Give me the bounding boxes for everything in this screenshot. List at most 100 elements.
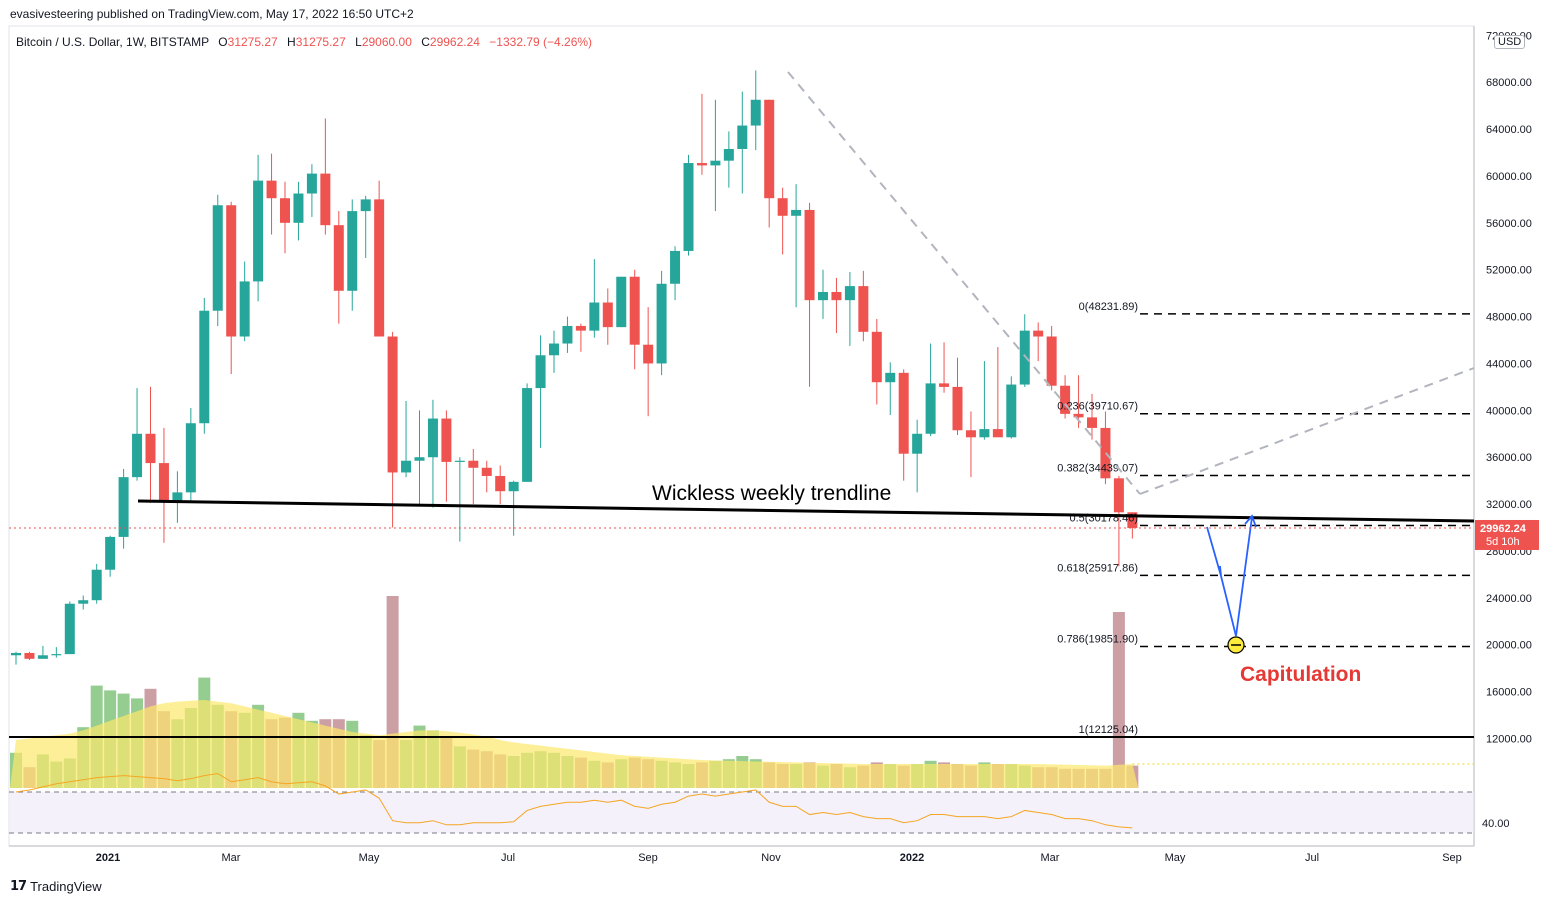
high-value: 31275.27 xyxy=(296,35,346,49)
candle-body xyxy=(871,331,882,383)
candle-body xyxy=(441,418,452,462)
x-tick-label: 2021 xyxy=(96,852,120,864)
candle-body xyxy=(91,569,102,601)
x-tick-label: Mar xyxy=(222,852,241,864)
x-tick-label: Nov xyxy=(761,852,781,864)
candle-body xyxy=(925,383,936,434)
candle-body xyxy=(1046,336,1057,386)
candle-body xyxy=(481,467,492,476)
candle-body xyxy=(199,310,210,424)
candle-body xyxy=(172,492,183,501)
fibonacci-levels: 0(48231.89) 0.236(39710.67) 0.382(34439.07… xyxy=(9,301,1474,739)
candle-body xyxy=(37,655,48,659)
candle-body xyxy=(764,99,775,199)
high-letter: H xyxy=(287,35,296,49)
candle-body xyxy=(602,302,613,328)
fib-level-label: 0.236(39710.67) xyxy=(1057,401,1138,413)
candle-body xyxy=(1060,385,1071,414)
candle-body xyxy=(266,180,277,199)
candle-body xyxy=(737,125,748,149)
rsi-path xyxy=(15,773,1133,829)
candle-body xyxy=(656,283,667,364)
candle-body xyxy=(145,433,156,464)
candle-body xyxy=(965,430,976,438)
candle-body xyxy=(522,388,533,482)
low-letter: L xyxy=(355,35,362,49)
candle-body xyxy=(132,433,143,478)
rsi-band xyxy=(9,792,1474,833)
candle-body xyxy=(885,372,896,383)
candle-body xyxy=(791,209,802,216)
candle-body xyxy=(427,418,438,458)
y-tick-label: 48000.00 xyxy=(1486,312,1532,324)
candle-body xyxy=(387,336,398,473)
candle-body xyxy=(78,600,89,604)
candle-body xyxy=(898,372,909,454)
x-tick-label: May xyxy=(1165,852,1186,864)
candle-body xyxy=(1019,330,1030,385)
candle-body xyxy=(11,652,21,656)
ascending-dashed-line xyxy=(1139,367,1475,495)
last-price-tag: 29962.24 5d 10h xyxy=(1475,519,1539,550)
low-value: 29060.00 xyxy=(362,35,412,49)
y-tick-label: 68000.00 xyxy=(1486,77,1532,89)
candle-body xyxy=(226,205,237,337)
rsi-tick-label: 40.00 xyxy=(1482,818,1510,830)
candle-body xyxy=(710,160,721,166)
tradingview-logo[interactable]: 17 TradingView xyxy=(10,879,102,894)
candle-body xyxy=(333,225,344,291)
candles xyxy=(11,70,1138,665)
close-letter: C xyxy=(421,35,430,49)
candle-body xyxy=(320,173,331,226)
candle-body xyxy=(777,198,788,216)
x-tick-label: 2022 xyxy=(900,852,924,864)
candle-body xyxy=(454,460,465,462)
candle-body xyxy=(360,199,371,212)
tradingview-icon: 17 xyxy=(10,879,27,894)
candle-body xyxy=(293,193,304,223)
fib-level-label: 0.786(19851.90) xyxy=(1057,633,1138,645)
candle-body xyxy=(508,481,519,492)
candle-body xyxy=(118,477,129,537)
candle-body xyxy=(818,291,828,301)
candle-body xyxy=(1033,330,1044,337)
svg-text:Bitcoin / U.S. Dollar, 1W, BIT: Bitcoin / U.S. Dollar, 1W, BITSTAMP O312… xyxy=(16,35,592,49)
candle-body xyxy=(1006,384,1017,438)
candle-body xyxy=(939,383,950,387)
price-axis: 72000.0068000.0064000.0060000.0056000.00… xyxy=(1486,30,1532,745)
descending-dashed-line xyxy=(787,71,1141,495)
candle-body xyxy=(401,460,412,473)
candle-body xyxy=(562,325,573,344)
tradingview-brand: TradingView xyxy=(30,879,102,894)
capitulation-label: Capitulation xyxy=(1240,663,1361,686)
fib-level-label: 0.382(34439.07) xyxy=(1057,463,1138,475)
candle-body xyxy=(858,286,869,332)
volume-ma xyxy=(10,700,1474,788)
candle-body xyxy=(670,250,681,284)
candle-body xyxy=(468,460,479,468)
y-tick-label: 24000.00 xyxy=(1486,593,1532,605)
candle-body xyxy=(844,286,855,301)
currency-badge[interactable]: USD xyxy=(1494,35,1526,49)
x-tick-label: Sep xyxy=(1442,852,1462,864)
candle-body xyxy=(804,209,815,301)
x-tick-label: Jul xyxy=(1305,852,1319,864)
candle-body xyxy=(912,433,923,454)
candle-body xyxy=(629,276,640,345)
volume-bar xyxy=(1112,612,1125,788)
candle-body xyxy=(212,205,223,311)
candle-body xyxy=(616,276,627,328)
candle-body xyxy=(158,463,169,501)
candle-body xyxy=(1087,417,1097,428)
candle-body xyxy=(575,325,586,331)
candle-body xyxy=(1127,512,1138,528)
y-tick-label: 52000.00 xyxy=(1486,265,1532,277)
candle-body xyxy=(185,423,196,493)
y-tick-label: 36000.00 xyxy=(1486,452,1532,464)
candle-body xyxy=(992,429,1003,438)
close-value: 29962.24 xyxy=(430,35,480,49)
y-tick-label: 16000.00 xyxy=(1486,687,1532,699)
rsi-line xyxy=(15,773,1133,829)
candle-body xyxy=(831,291,842,301)
